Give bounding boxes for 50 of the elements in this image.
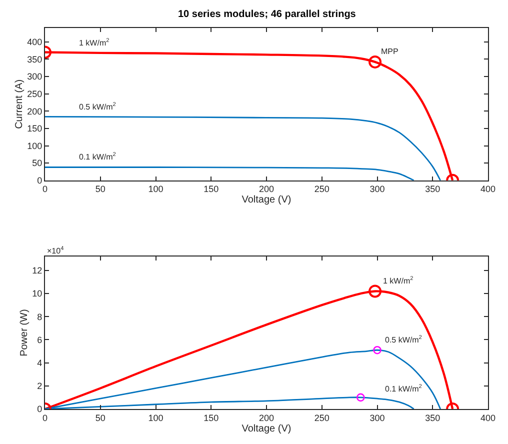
annotation: 0.5 kW/m$^{2}$ [79,102,116,112]
x-tick-label: 50 [95,184,106,194]
annotation: MPP [381,47,398,56]
x-tick-label: 150 [204,412,219,423]
point [373,346,382,354]
x-tick-label: 250 [314,184,330,194]
x-tick-label: 150 [204,184,219,194]
y-tick-label: 250 [27,88,42,99]
annotation: 0.5 kW/m$^{2}$ [385,335,422,344]
x-tick-label: 200 [258,412,274,423]
chart-title: 10 series modules; 46 parallel strings [178,9,356,20]
y-tick-label: 50 [32,158,42,168]
x-tick-label: 300 [370,412,385,423]
x-tick-label: 200 [258,184,274,194]
line-series [45,166,414,180]
annotation: 1 kW/m$^{2}$ [79,38,110,48]
y-axis-title: Power (W) [19,309,30,356]
x-tick-label: 350 [425,412,440,423]
x-tick-label: 350 [425,184,440,194]
y-tick-label: 100 [27,140,42,151]
line-series [45,116,442,180]
y-tick-label: 0 [37,176,42,186]
annotation: 0.1 kW/m$^{2}$ [79,152,116,162]
y-tick-label: 200 [27,106,42,116]
point [368,55,382,68]
y-tick-label: 2 [37,381,42,392]
annotation: 0.1 kW/m$^{2}$ [385,384,422,394]
x-axis-title: Voltage (V) [242,423,292,434]
x-axis-title: Voltage (V) [242,194,292,206]
text: ×10$^{4}$ [47,246,64,256]
x-tick-label: 250 [314,412,330,423]
x-tick-label: 300 [370,184,385,194]
x-tick-label: 100 [148,412,164,423]
y-tick-label: 8 [37,312,42,322]
y-tick-label: 150 [27,124,42,134]
y-tick-label: 0 [37,404,42,414]
x-tick-label: 100 [148,184,164,194]
y-tick-label: 400 [27,37,42,47]
x-tick-label: 50 [95,412,106,423]
y-tick-label: 12 [32,266,42,276]
x-tick-label: 400 [480,412,496,423]
annotation: 1 kW/m$^{2}$ [383,276,414,286]
x-tick-label: 400 [480,184,496,194]
y-tick-label: 10 [32,288,42,299]
point [368,284,382,298]
y-tick-label: 300 [27,72,42,82]
y-tick-label: 4 [37,358,42,368]
y-tick-label: 6 [37,334,42,345]
y-tick-label: 350 [27,54,42,64]
y-axis-title: Current (A) [14,79,26,129]
